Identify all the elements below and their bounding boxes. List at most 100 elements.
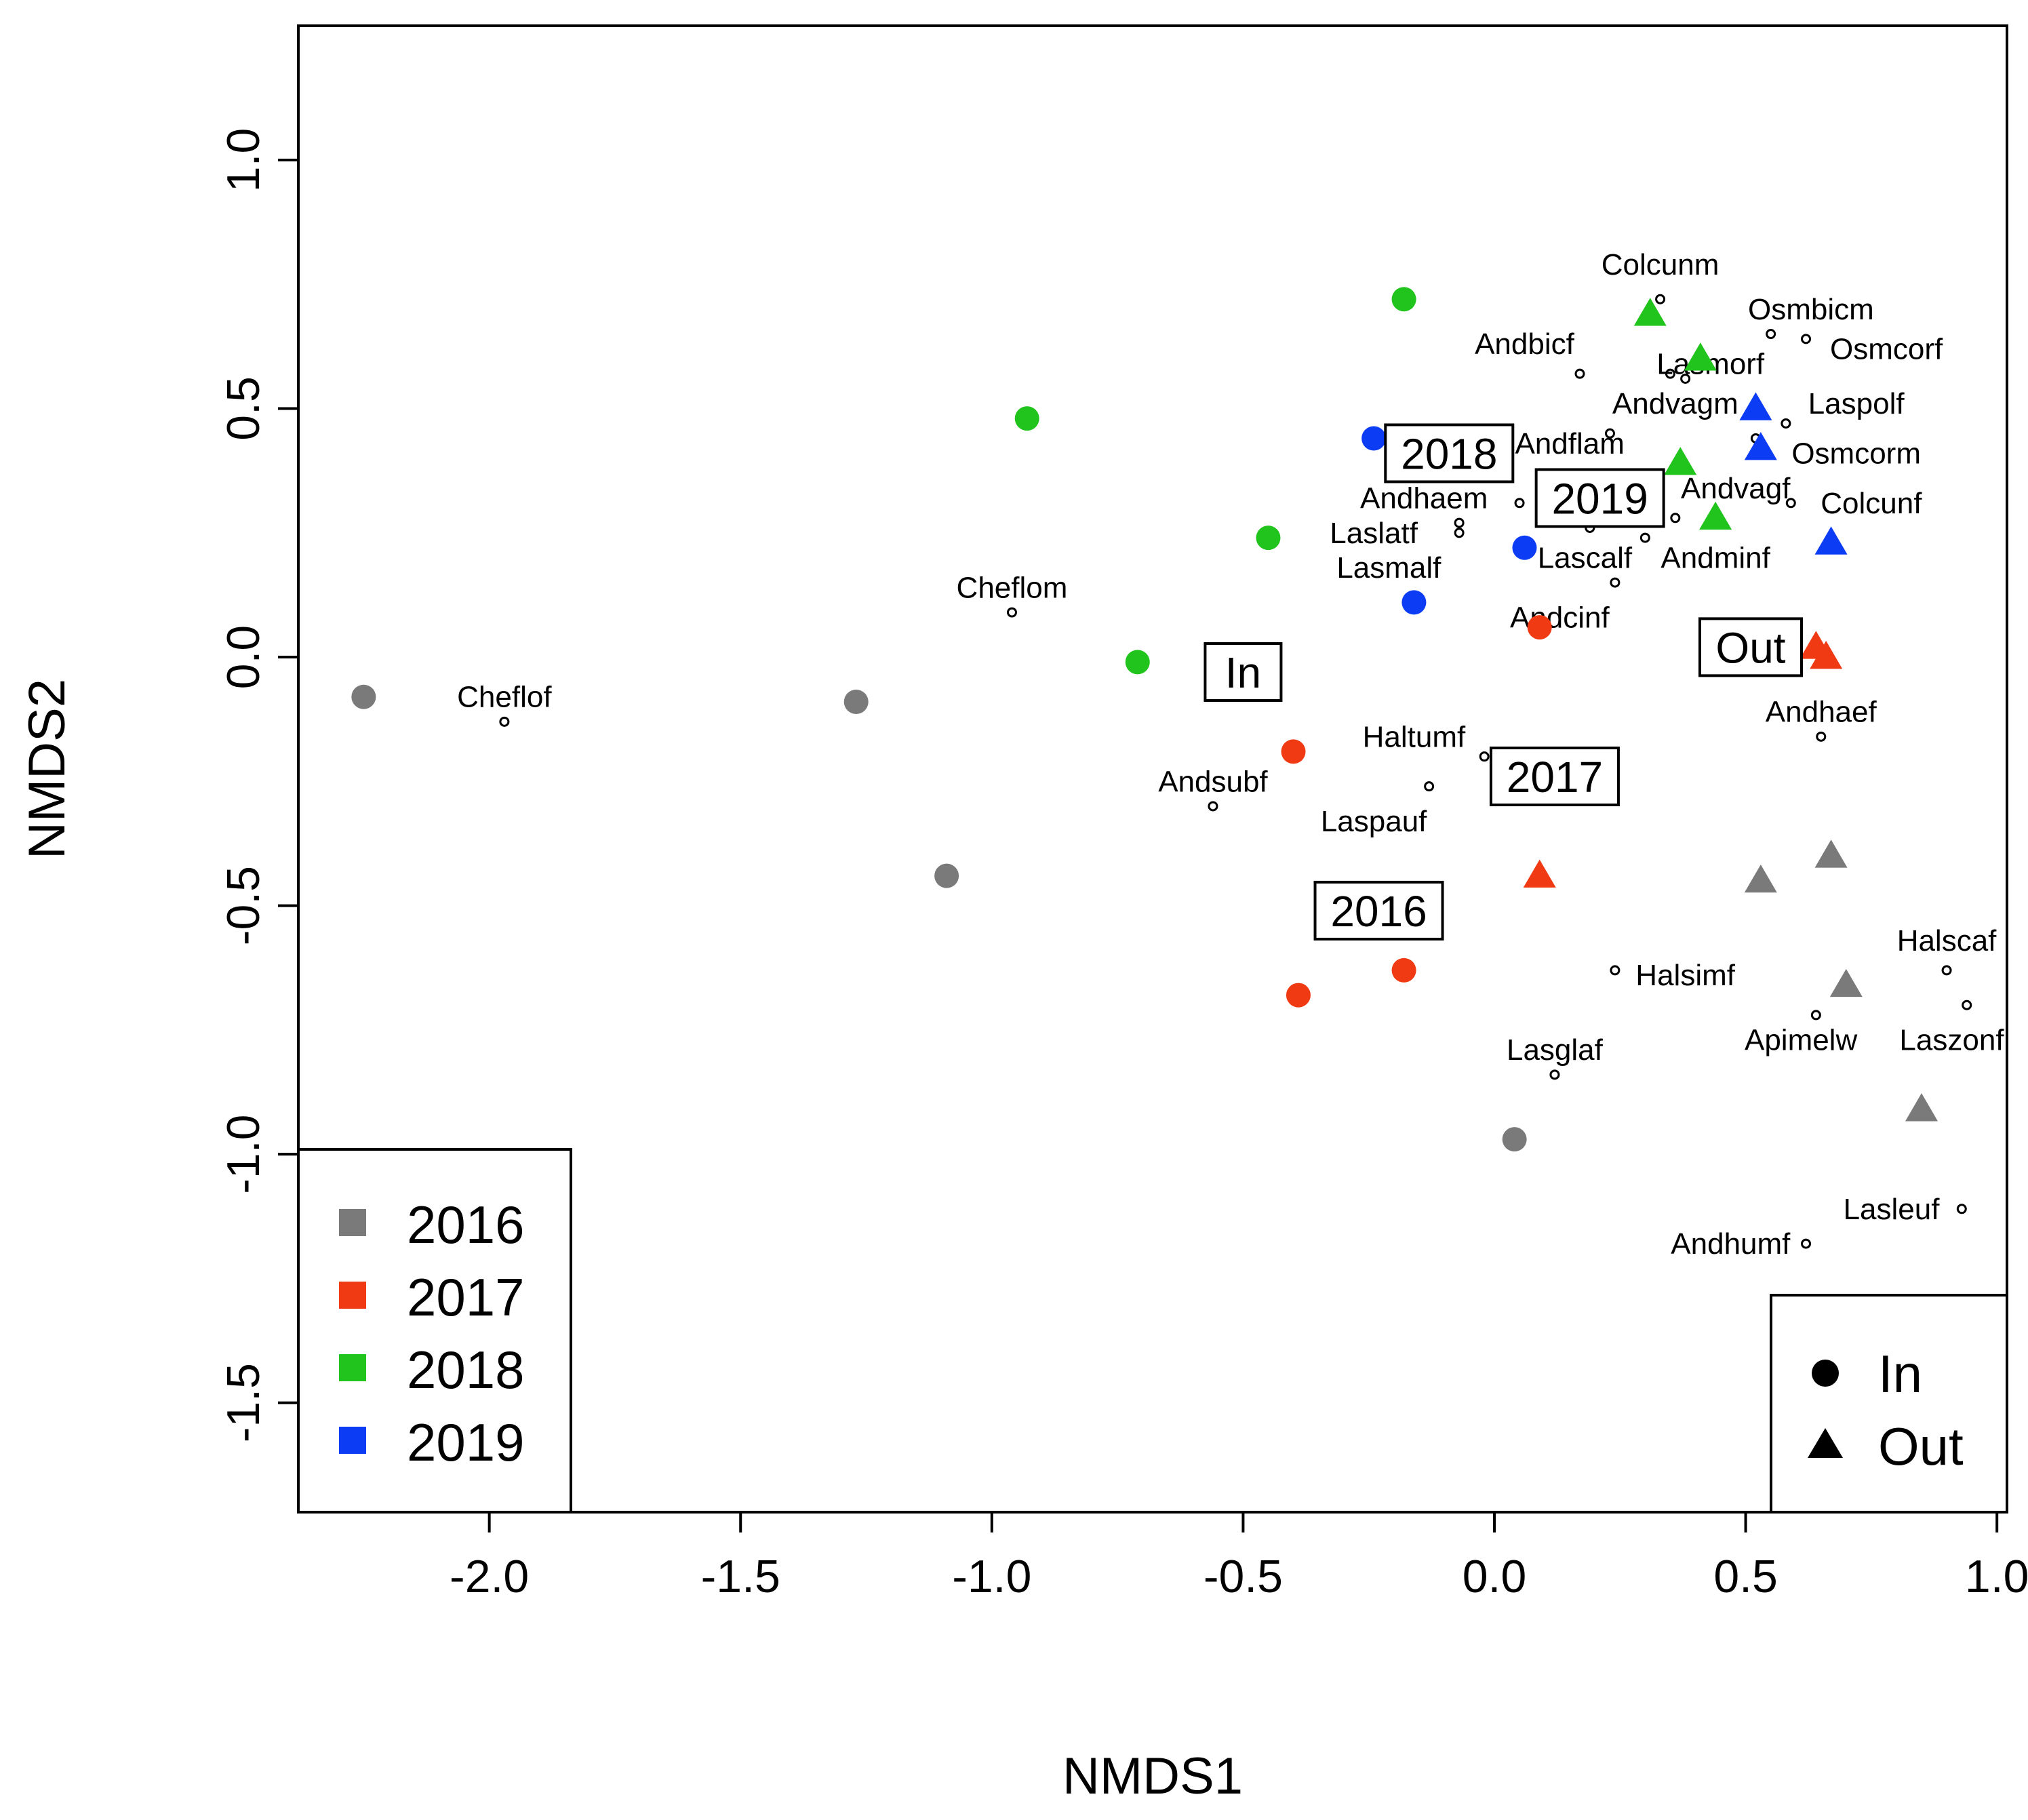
centroid-box bbox=[1698, 617, 1803, 677]
centroid-label: 2017 bbox=[1507, 753, 1603, 802]
centroid-label: 2018 bbox=[1401, 429, 1497, 478]
legend-habitat-box bbox=[1770, 1294, 2008, 1514]
y-tick-label: 1.0 bbox=[218, 128, 269, 193]
legend-swatch-2017 bbox=[339, 1282, 366, 1309]
species-label: Andflam bbox=[1515, 427, 1624, 460]
site-point-in-2017 bbox=[1527, 615, 1552, 640]
centroid-box bbox=[1384, 423, 1515, 483]
site-point-in-2016 bbox=[1502, 1127, 1527, 1152]
species-label: Andvagm bbox=[1612, 387, 1738, 420]
y-axis-title: NMDS2 bbox=[18, 679, 76, 859]
x-tick-label: 0.0 bbox=[1463, 1551, 1527, 1602]
site-point-out-2019 bbox=[1739, 392, 1772, 420]
species-label: Laspauf bbox=[1321, 805, 1427, 838]
species-label: Laspolf bbox=[1808, 387, 1905, 420]
species-label: Laszonf bbox=[1899, 1024, 2004, 1057]
species-point bbox=[1801, 334, 1812, 344]
species-label: Osmcorm bbox=[1791, 437, 1921, 470]
y-tick-label: -0.5 bbox=[218, 866, 269, 945]
species-point bbox=[1454, 517, 1465, 528]
species-point bbox=[1665, 368, 1675, 379]
species-label: Andsubf bbox=[1158, 765, 1268, 798]
x-tick-label: -0.5 bbox=[1204, 1551, 1283, 1602]
species-point bbox=[1766, 329, 1776, 340]
site-point-in-2016 bbox=[843, 690, 869, 715]
centroid-label: Out bbox=[1715, 623, 1785, 672]
site-point-in-2019 bbox=[1361, 426, 1387, 451]
x-tick-label: -1.0 bbox=[952, 1551, 1031, 1602]
site-point-out-2018 bbox=[1699, 501, 1732, 530]
species-point bbox=[1956, 1204, 1967, 1214]
species-point bbox=[1655, 294, 1666, 304]
species-label: Andhaem bbox=[1360, 481, 1488, 515]
axes bbox=[297, 24, 2008, 1514]
species-label: Andbicf bbox=[1475, 328, 1575, 361]
centroid-label: 2016 bbox=[1330, 887, 1427, 936]
site-point-out-2019 bbox=[1814, 526, 1848, 555]
species-point bbox=[1424, 781, 1435, 792]
species-point bbox=[499, 716, 510, 727]
legend-label: 2019 bbox=[407, 1412, 525, 1472]
legend-out-symbol bbox=[1808, 1428, 1843, 1458]
site-point-in-2019 bbox=[1401, 590, 1427, 615]
species-point bbox=[1610, 965, 1621, 976]
species-point bbox=[1574, 368, 1585, 379]
site-point-in-2019 bbox=[1512, 535, 1537, 560]
species-point bbox=[1006, 607, 1017, 618]
species-point bbox=[1941, 965, 1952, 976]
species-label: Andminf bbox=[1661, 541, 1770, 574]
site-point-in-2017 bbox=[1281, 739, 1306, 764]
species-label: Lasglaf bbox=[1507, 1033, 1604, 1067]
site-point-out-2016 bbox=[1744, 864, 1777, 893]
species-point bbox=[1514, 498, 1525, 509]
species-label: Colcunf bbox=[1821, 487, 1922, 520]
site-point-out-2018 bbox=[1633, 298, 1667, 326]
legend-label: 2018 bbox=[407, 1340, 525, 1400]
species-point bbox=[1816, 731, 1827, 742]
species-label: Haltumf bbox=[1363, 720, 1466, 753]
legend-label: 2017 bbox=[407, 1267, 525, 1327]
species-label: Halsimf bbox=[1635, 959, 1735, 992]
centroid-label: In bbox=[1225, 648, 1261, 697]
site-point-in-2018 bbox=[1391, 287, 1416, 312]
site-point-in-2018 bbox=[1014, 406, 1039, 431]
site-point-out-2017 bbox=[1810, 641, 1843, 669]
species-point bbox=[1208, 801, 1218, 812]
site-point-in-2016 bbox=[351, 684, 376, 709]
x-tick-label: -2.0 bbox=[450, 1551, 529, 1602]
species-label: Lasleuf bbox=[1844, 1193, 1941, 1226]
plot-frame bbox=[297, 24, 2008, 1514]
legend-label: 2016 bbox=[407, 1195, 525, 1254]
species-point bbox=[1604, 428, 1615, 439]
site-point-in-2017 bbox=[1391, 957, 1416, 983]
species-label: Lascalf bbox=[1538, 541, 1633, 574]
species-layer: ColcunmOsmbicmOsmcorfAndbicfLasmorfAndva… bbox=[457, 248, 2004, 1261]
x-tick-label: -1.5 bbox=[701, 1551, 780, 1602]
legend-habitat: In Out bbox=[1770, 1294, 2008, 1514]
legend-swatch-2019 bbox=[339, 1427, 366, 1454]
x-tick-label: 1.0 bbox=[1965, 1551, 2028, 1602]
legend-swatch-2018 bbox=[339, 1354, 366, 1381]
site-point-out-2016 bbox=[1905, 1093, 1938, 1122]
species-point bbox=[1962, 1000, 1972, 1010]
legend-label: In bbox=[1878, 1344, 1922, 1404]
centroid-box bbox=[1313, 880, 1444, 941]
legend-years: 2016 2017 2018 2019 bbox=[297, 1148, 572, 1514]
species-point bbox=[1680, 374, 1691, 384]
species-label: Halscaf bbox=[1897, 924, 1997, 957]
centroid-box bbox=[1489, 746, 1620, 806]
site-point-out-2016 bbox=[1829, 968, 1863, 997]
species-point bbox=[1801, 1238, 1812, 1249]
site-point-in-2017 bbox=[1286, 983, 1311, 1008]
species-label: Osmbicm bbox=[1748, 293, 1874, 326]
y-tick-label: -1.5 bbox=[218, 1363, 269, 1442]
site-point-in-2016 bbox=[934, 863, 959, 888]
species-label: Colcunm bbox=[1602, 248, 1719, 281]
centroid-box bbox=[1534, 468, 1665, 528]
centroid-box bbox=[1204, 642, 1283, 703]
species-label: Andhaef bbox=[1766, 696, 1877, 729]
site-point-out-2017 bbox=[1523, 859, 1556, 888]
species-point bbox=[1785, 498, 1796, 509]
legend-in-symbol bbox=[1812, 1360, 1839, 1387]
